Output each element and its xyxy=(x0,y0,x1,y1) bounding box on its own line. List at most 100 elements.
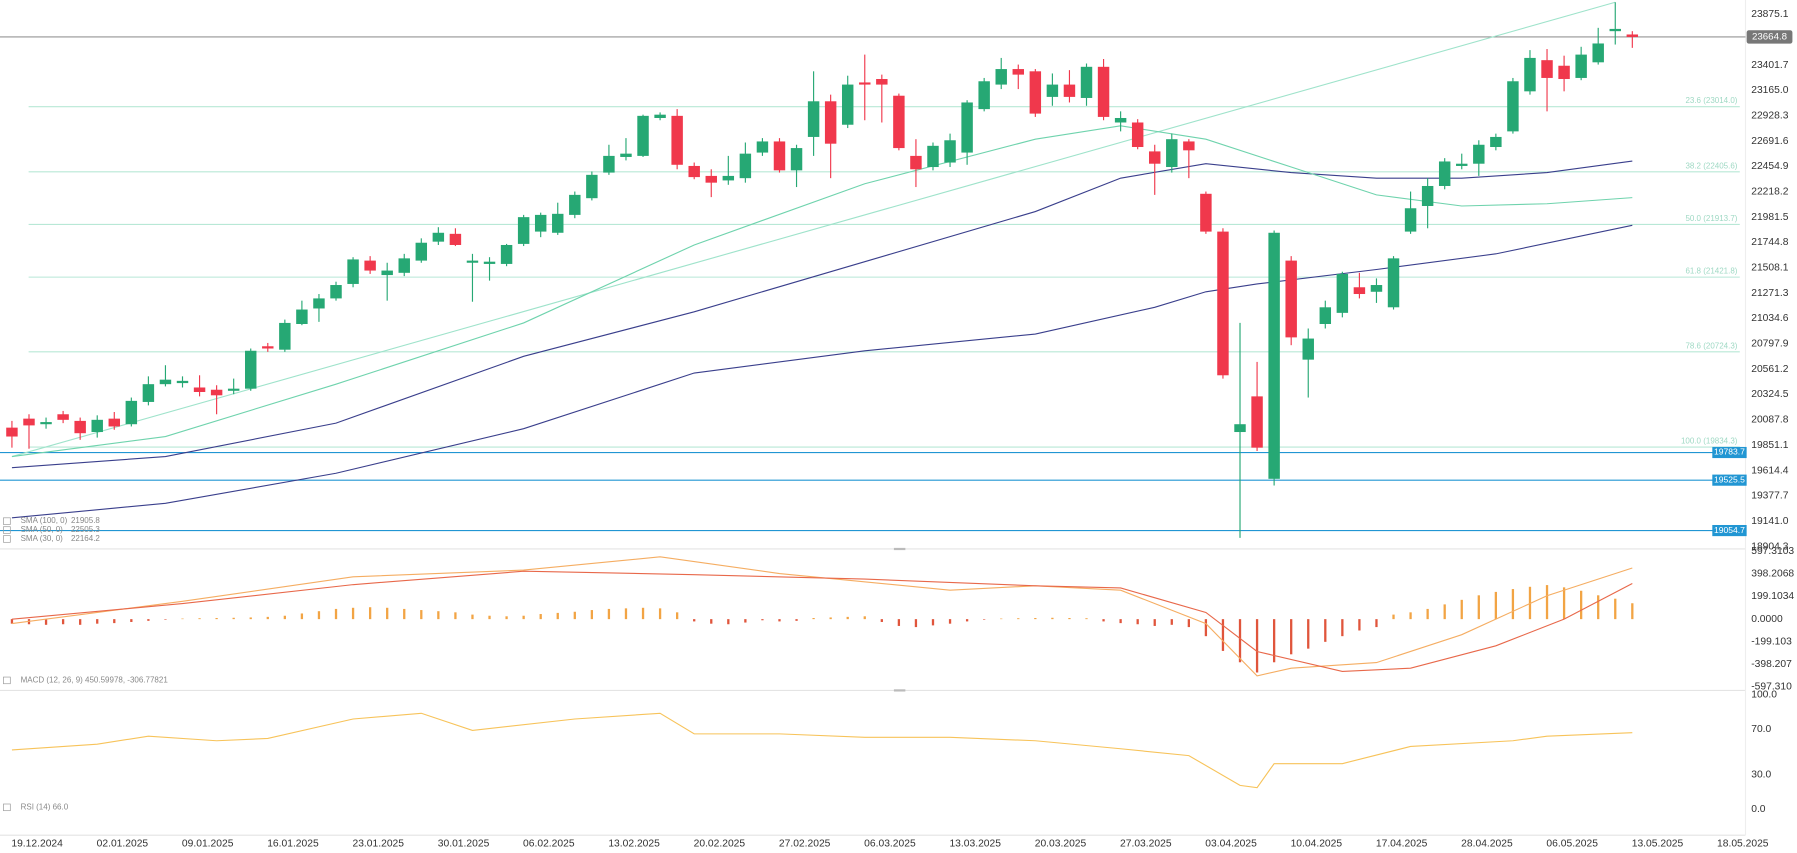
candle-body xyxy=(381,270,393,276)
macd-histogram-bar xyxy=(658,608,662,620)
fib-label: 78.6 (20724.3) xyxy=(1685,341,1737,350)
x-tick-label: 09.01.2025 xyxy=(182,839,234,850)
macd-histogram-bar xyxy=(232,617,235,620)
y-tick-label: 199.1034 xyxy=(1751,591,1794,602)
y-tick-label: 30.0 xyxy=(1751,770,1771,781)
macd-histogram-bar xyxy=(1375,619,1378,628)
macd-histogram-bar xyxy=(488,615,491,620)
x-tick-label: 27.02.2025 xyxy=(779,839,831,850)
x-tick-label: 13.03.2025 xyxy=(949,839,1001,850)
y-tick-label: 20087.8 xyxy=(1751,415,1789,426)
y-tick-label: 398.2068 xyxy=(1751,569,1794,580)
macd-histogram-bar xyxy=(1255,619,1259,673)
macd-histogram-bar xyxy=(880,619,883,622)
macd-histogram-bar xyxy=(368,607,372,620)
candle-body xyxy=(364,260,376,271)
macd-histogram-bar xyxy=(471,614,474,620)
candle-body xyxy=(517,217,530,244)
y-tick-label: 23165.0 xyxy=(1751,85,1789,96)
macd-histogram-bar xyxy=(1102,619,1105,622)
candle-body xyxy=(1217,231,1229,376)
x-tick-label: 28.04.2025 xyxy=(1461,839,1513,850)
y-tick-label: 0.0000 xyxy=(1751,614,1783,625)
macd-histogram-bar xyxy=(317,611,321,620)
macd-histogram-bar xyxy=(266,616,269,620)
candle-body xyxy=(1046,84,1059,97)
candle-body xyxy=(1131,122,1144,148)
candle-body xyxy=(1302,338,1314,360)
y-tick-label: 21744.8 xyxy=(1751,237,1789,248)
y-tick-label: 23875.1 xyxy=(1751,9,1789,20)
sma-line xyxy=(11,224,1633,519)
candle-body xyxy=(552,213,564,233)
y-tick-label: 23401.7 xyxy=(1751,60,1789,71)
legend-value: 22164.2 xyxy=(71,534,100,543)
last-price-label: 23664.8 xyxy=(1752,32,1787,43)
x-tick-label: 02.01.2025 xyxy=(97,839,149,850)
y-tick-label: 597.3103 xyxy=(1751,546,1794,557)
legend: MACD (12, 26, 9) 450.59978, -306.77821 xyxy=(21,676,168,685)
legend-icon xyxy=(3,517,11,525)
legend-name: SMA (100, 0) xyxy=(21,516,68,525)
candle-body xyxy=(603,155,615,173)
legend-value: 22505.3 xyxy=(71,525,101,534)
candle-body xyxy=(1558,65,1570,80)
legend-name: SMA (50, 0) xyxy=(21,525,64,534)
candle-body xyxy=(859,82,871,85)
candle-body xyxy=(756,141,769,153)
candle-body xyxy=(1524,57,1536,92)
candle-body xyxy=(159,379,172,385)
macd-histogram-bar xyxy=(1562,587,1566,620)
y-tick-label: 21034.6 xyxy=(1751,313,1789,324)
macd-histogram-bar xyxy=(403,608,406,620)
x-tick-label: 30.01.2025 xyxy=(438,839,490,850)
macd-histogram-bar xyxy=(113,619,116,624)
y-tick-label: 19377.7 xyxy=(1751,491,1789,502)
macd-histogram-bar xyxy=(573,611,576,620)
legend-name: SMA (30, 0) xyxy=(21,534,64,543)
candle-body xyxy=(978,81,990,110)
candle-body xyxy=(688,165,700,178)
pane-handle[interactable] xyxy=(893,689,906,692)
candle-body xyxy=(6,427,18,437)
level-label: 19783.7 xyxy=(1714,447,1745,457)
macd-histogram-bar xyxy=(1545,585,1549,620)
macd-histogram-bar xyxy=(1392,614,1395,620)
y-tick-label: 19851.1 xyxy=(1751,440,1789,451)
macd-histogram-bar xyxy=(778,619,781,622)
pane-handle[interactable] xyxy=(893,547,906,551)
y-tick-label: 22454.9 xyxy=(1751,161,1789,172)
x-tick-label: 03.04.2025 xyxy=(1205,839,1257,850)
fib-label: 23.6 (23014.0) xyxy=(1685,96,1737,105)
legend-icon xyxy=(3,535,11,543)
candle-body xyxy=(1063,84,1076,97)
candle-body xyxy=(739,153,752,179)
macd-histogram-bar xyxy=(641,607,645,620)
y-tick-label: 21271.3 xyxy=(1751,288,1789,299)
macd-histogram-bar xyxy=(1272,619,1276,663)
macd-histogram-bar xyxy=(1631,603,1634,620)
macd-histogram-bar xyxy=(1221,619,1225,651)
candle-body xyxy=(790,148,803,171)
y-tick-label: 100.0 xyxy=(1751,690,1777,701)
y-tick-label: 19141.0 xyxy=(1751,516,1789,527)
candle-body xyxy=(841,84,854,125)
candle-body xyxy=(296,309,308,324)
candle-body xyxy=(586,174,598,199)
macd-histogram-bar xyxy=(693,619,696,622)
candle-body xyxy=(1507,81,1519,132)
candle-body xyxy=(57,414,69,420)
y-tick-label: -398.207 xyxy=(1751,659,1792,670)
macd-histogram-bar xyxy=(300,613,304,620)
candle-body xyxy=(23,418,35,426)
macd-line xyxy=(11,570,1633,673)
fib-label: 100.0 (19834.3) xyxy=(1681,437,1738,446)
candle-body xyxy=(1149,151,1161,164)
macd-histogram-bar xyxy=(846,616,849,620)
fib-label: 50.0 (21913.7) xyxy=(1685,214,1737,223)
macd-histogram-bar xyxy=(1443,604,1446,620)
candle-body xyxy=(1200,193,1212,232)
rsi-line xyxy=(11,712,1633,789)
macd-histogram-bar xyxy=(505,616,508,620)
